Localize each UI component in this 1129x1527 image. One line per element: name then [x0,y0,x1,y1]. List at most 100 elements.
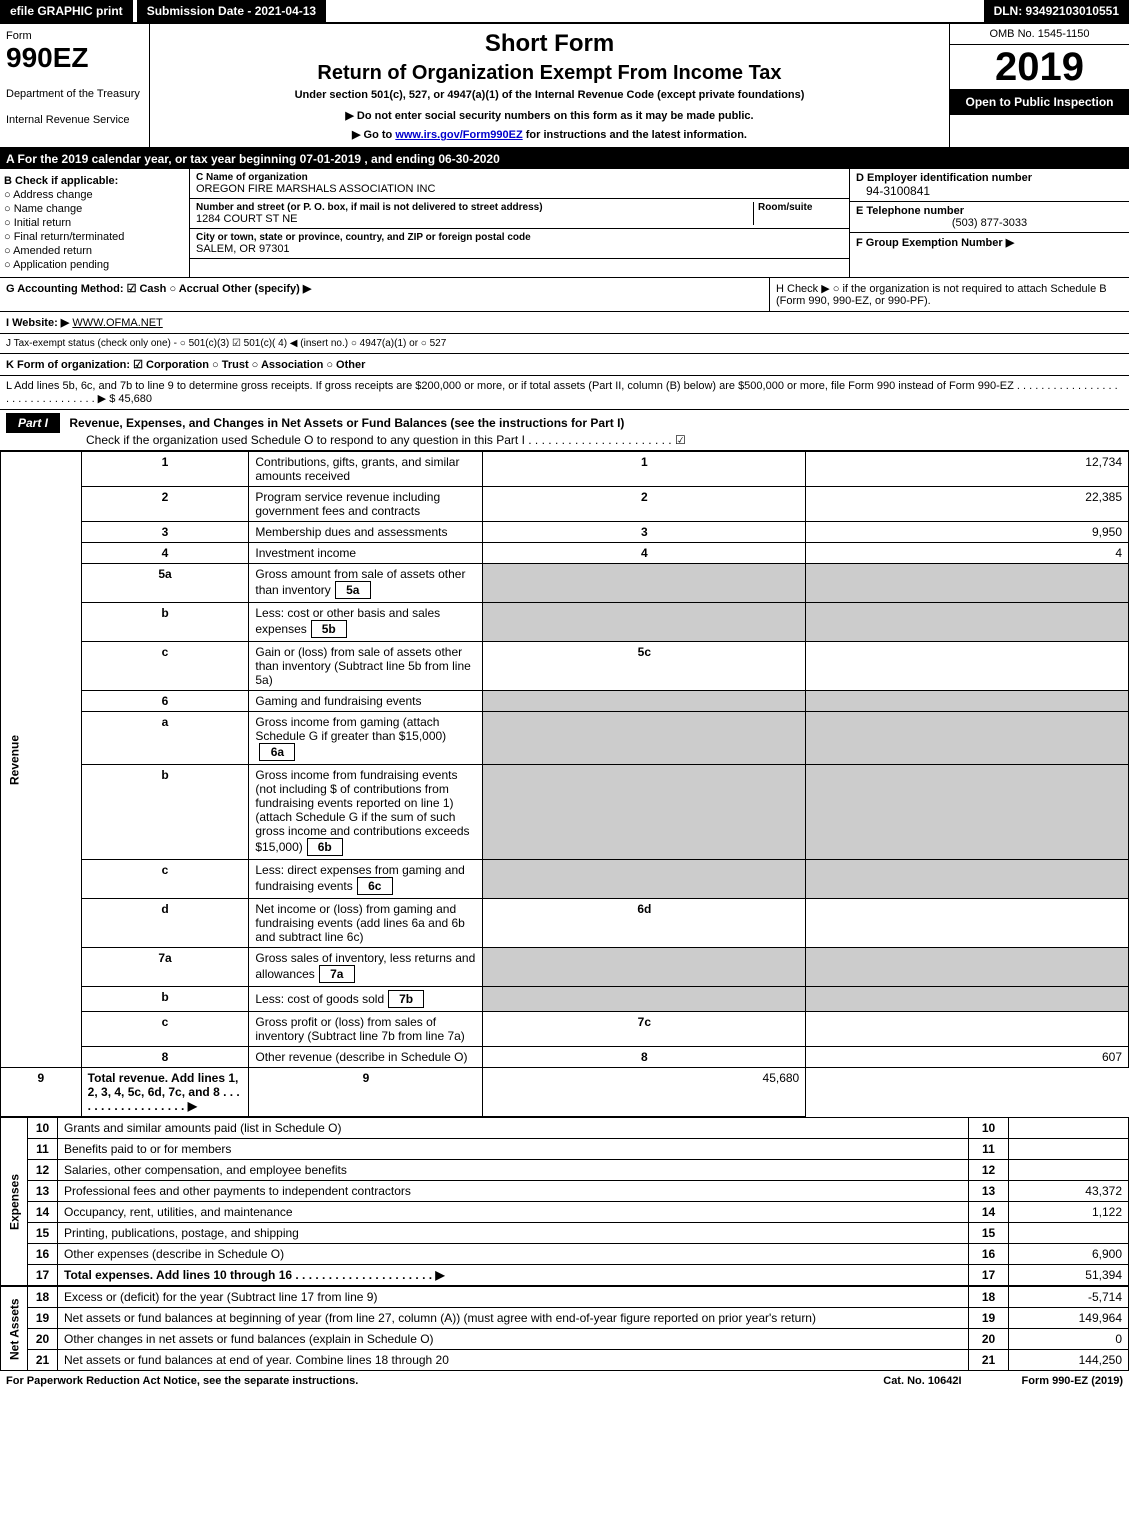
line-amount: 0 [1009,1329,1129,1350]
line-num: c [81,642,249,691]
line-ref: 11 [969,1139,1009,1160]
line-num: d [81,899,249,948]
line-desc: Gross income from gaming (attach Schedul… [249,712,483,765]
form-label: Form [6,30,143,42]
line-desc: Gaming and fundraising events [249,691,483,712]
line-ref [483,948,806,987]
line-i: I Website: ▶ WWW.OFMA.NET [0,312,1129,334]
efile-btn[interactable]: efile GRAPHIC print [0,0,133,22]
topbar: efile GRAPHIC print Submission Date - 20… [0,0,1129,24]
irs-link[interactable]: www.irs.gov/Form990EZ [395,129,522,141]
inner-box: 7b [388,990,424,1008]
line-ref: 19 [969,1308,1009,1329]
line-ref: 2 [483,487,806,522]
line-desc: Membership dues and assessments [249,522,483,543]
opt-address-change[interactable]: ○ Address change [4,189,185,201]
line-g: G Accounting Method: ☑ Cash ○ Accrual Ot… [0,278,769,311]
footer: For Paperwork Reduction Act Notice, see … [0,1371,1129,1391]
opt-app-pending[interactable]: ○ Application pending [4,259,185,271]
line-num: 20 [28,1329,58,1350]
line-amount: 144,250 [1009,1350,1129,1371]
line-desc: Gross amount from sale of assets other t… [249,564,483,603]
line-desc: Occupancy, rent, utilities, and maintena… [58,1202,969,1223]
line-h: H Check ▶ ○ if the organization is not r… [769,278,1129,311]
ssn-notice: ▶ Do not enter social security numbers o… [156,109,943,122]
line-num: c [81,1012,249,1047]
line-num: c [81,860,249,899]
dln: DLN: 93492103010551 [984,0,1129,22]
line-desc: Program service revenue including govern… [249,487,483,522]
website-value[interactable]: WWW.OFMA.NET [72,317,162,329]
line-ref: 14 [969,1202,1009,1223]
line-num: a [81,712,249,765]
line-amount: 4 [806,543,1129,564]
short-form-title: Short Form [156,30,943,58]
line-ref: 16 [969,1244,1009,1265]
line-num: b [81,987,249,1012]
line-a: A For the 2019 calendar year, or tax yea… [0,149,1129,169]
group-exemption: F Group Exemption Number ▶ [856,236,1123,249]
revenue-vert-label: Revenue [1,452,82,1068]
line-k: K Form of organization: ☑ Corporation ○ … [0,354,1129,376]
opt-final-return[interactable]: ○ Final return/terminated [4,231,185,243]
line-num: 14 [28,1202,58,1223]
line-num: 8 [81,1047,249,1068]
footer-right: Form 990-EZ (2019) [1022,1375,1123,1387]
line-amount [1009,1118,1129,1139]
line-num: 15 [28,1223,58,1244]
line-ref [483,564,806,603]
header-left: Form 990EZ Department of the Treasury In… [0,24,150,147]
c-addr-label: Number and street (or P. O. box, if mail… [196,202,753,213]
net-vert-label: Net Assets [1,1287,28,1371]
line-desc: Total expenses. Add lines 10 through 16 … [58,1265,969,1286]
b-title: B Check if applicable: [4,175,185,187]
line-num: 11 [28,1139,58,1160]
inner-box: 6a [259,743,295,761]
opt-initial-return[interactable]: ○ Initial return [4,217,185,229]
line-num: 16 [28,1244,58,1265]
line-i-label: I Website: ▶ [6,317,69,329]
line-amount [806,642,1129,691]
line-l: L Add lines 5b, 6c, and 7b to line 9 to … [0,376,1129,410]
line-num: 19 [28,1308,58,1329]
line-ref: 13 [969,1181,1009,1202]
line-ref: 20 [969,1329,1009,1350]
header-right: OMB No. 1545-1150 2019 Open to Public In… [949,24,1129,147]
line-desc: Gross sales of inventory, less returns a… [249,948,483,987]
line-num: b [81,603,249,642]
part1-header: Part I Revenue, Expenses, and Changes in… [0,410,1129,451]
line-j: J Tax-exempt status (check only one) - ○… [0,334,1129,354]
line-desc: Salaries, other compensation, and employ… [58,1160,969,1181]
line-amount: 51,394 [1009,1265,1129,1286]
line-num: 3 [81,522,249,543]
line-amount: 9,950 [806,522,1129,543]
tel-label: E Telephone number [856,205,1123,217]
line-desc: Less: cost of goods sold7b [249,987,483,1012]
line-ref: 9 [249,1068,483,1117]
line-ref: 12 [969,1160,1009,1181]
line-ref: 1 [483,452,806,487]
line-amount [806,860,1129,899]
line-ref: 8 [483,1047,806,1068]
room-suite-label: Room/suite [753,202,843,225]
header-center: Short Form Return of Organization Exempt… [150,24,949,147]
line-amount: 6,900 [1009,1244,1129,1265]
submission-date: Submission Date - 2021-04-13 [137,0,326,22]
line-ref: 17 [969,1265,1009,1286]
line-ref: 21 [969,1350,1009,1371]
open-inspection: Open to Public Inspection [950,89,1129,115]
line-num: 5a [81,564,249,603]
line-num: 9 [1,1068,82,1117]
opt-amended-return[interactable]: ○ Amended return [4,245,185,257]
opt-name-change[interactable]: ○ Name change [4,203,185,215]
line-amount [806,948,1129,987]
line-amount: 149,964 [1009,1308,1129,1329]
line-num: 18 [28,1287,58,1308]
line-num: 6 [81,691,249,712]
line-desc: Gross profit or (loss) from sales of inv… [249,1012,483,1047]
section-def: D Employer identification number 94-3100… [849,169,1129,277]
line-amount: 22,385 [806,487,1129,522]
inner-box: 5b [311,620,347,638]
line-desc: Excess or (deficit) for the year (Subtra… [58,1287,969,1308]
line-ref [483,691,806,712]
